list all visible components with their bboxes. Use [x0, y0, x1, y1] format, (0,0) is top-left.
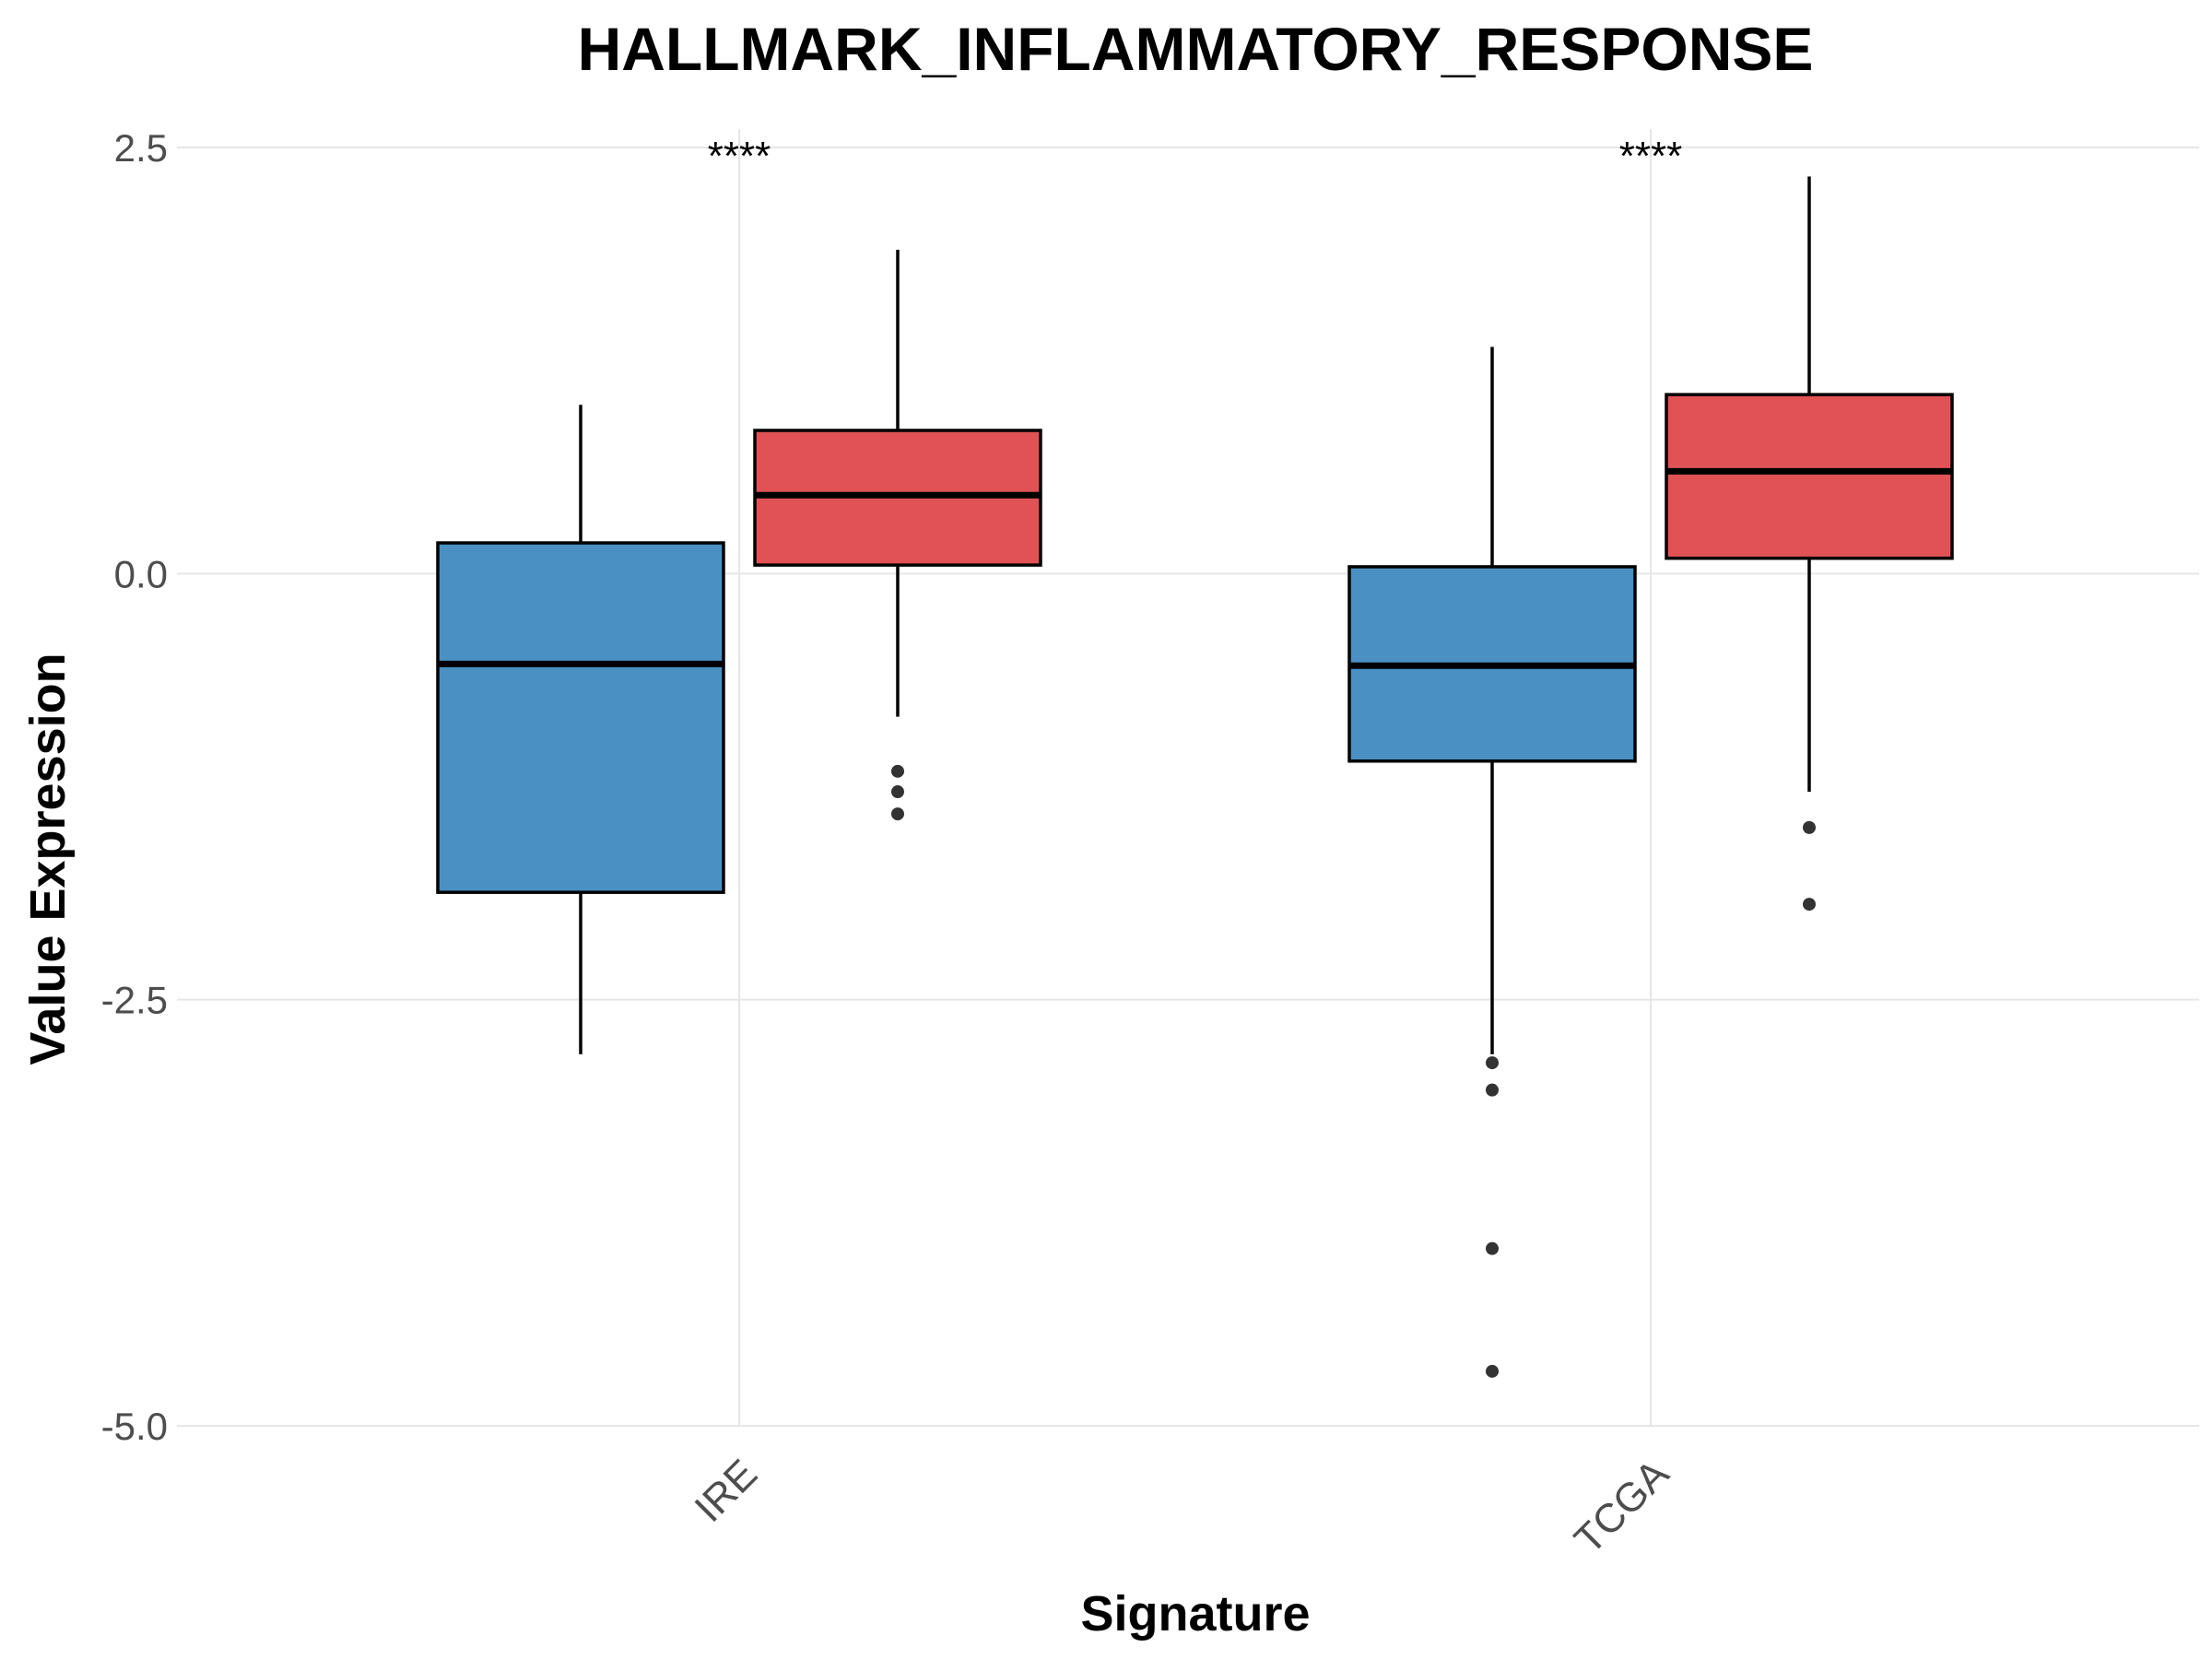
- y-tick-label: -5.0: [101, 1405, 168, 1448]
- outlier-point: [891, 807, 904, 821]
- outlier-point: [891, 764, 904, 778]
- outlier-point: [1803, 898, 1816, 912]
- outlier-point: [1486, 1056, 1499, 1070]
- chart-title: HALLMARK_INFLAMMATORY_RESPONSE: [578, 15, 1814, 83]
- x-tick-label: TCGA: [1566, 1451, 1678, 1563]
- outlier-point: [1486, 1241, 1499, 1255]
- y-tick-label: 0.0: [114, 552, 168, 595]
- text-layer: HALLMARK_INFLAMMATORY_RESPONSE Signature…: [20, 15, 1813, 1641]
- significance-label: ****: [1619, 134, 1683, 179]
- y-tick-label: 2.5: [114, 126, 168, 170]
- x-axis-title: Signature: [1080, 1586, 1310, 1641]
- significance-label: ****: [708, 134, 771, 179]
- box-body: [1665, 393, 1954, 560]
- y-tick-label: -2.5: [101, 979, 168, 1022]
- x-tick-label: IRE: [687, 1451, 767, 1531]
- outlier-point: [891, 785, 904, 799]
- outlier-point: [1486, 1364, 1499, 1378]
- box-layer: [436, 176, 1954, 1378]
- outlier-point: [1486, 1083, 1499, 1097]
- outlier-point: [1803, 820, 1816, 834]
- box-body: [436, 541, 725, 894]
- y-axis-title: Value Expression: [20, 653, 76, 1065]
